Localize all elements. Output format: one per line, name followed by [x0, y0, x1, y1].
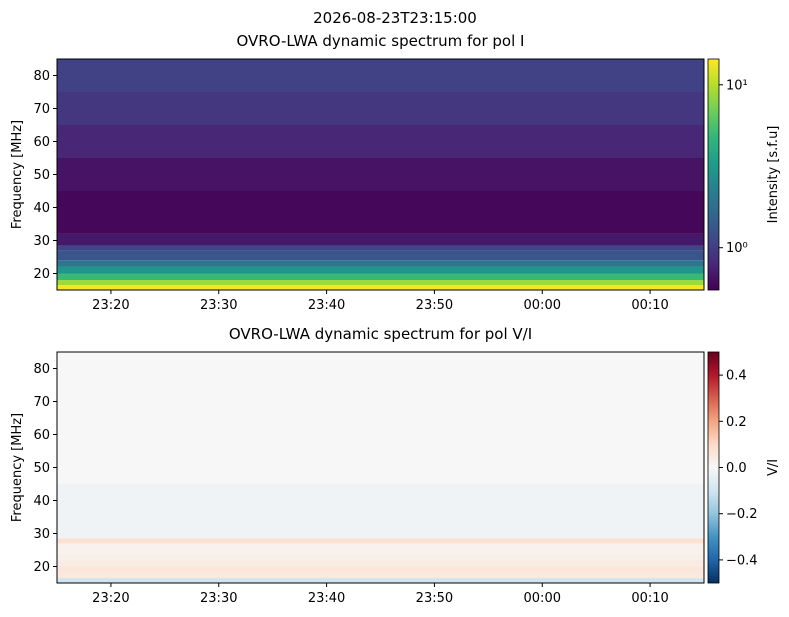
colorbar-tick-label: −0.4 — [726, 553, 758, 568]
heatmap-cell — [57, 233, 704, 246]
y-tick-label: 30 — [33, 527, 50, 542]
colorbar-tick-label: 0.2 — [726, 415, 747, 430]
y-tick-label: 40 — [33, 201, 50, 216]
heatmap-cell — [57, 158, 704, 191]
x-tick-label: 23:40 — [308, 591, 345, 606]
colorbar-label: Intensity [s.f.u] — [766, 126, 781, 224]
heatmap-cell — [57, 125, 704, 158]
y-axis-label: Frequency [MHz] — [10, 413, 25, 522]
figure-title: 2026-08-23T23:15:00 — [313, 9, 477, 27]
x-tick-label: 23:20 — [92, 591, 129, 606]
heatmap-cell — [57, 526, 704, 539]
y-tick-label: 20 — [33, 560, 50, 575]
x-tick-label: 23:30 — [200, 591, 237, 606]
y-tick-label: 50 — [33, 461, 50, 476]
x-tick-label: 23:50 — [416, 298, 453, 313]
x-tick-label: 00:00 — [524, 298, 561, 313]
y-tick-label: 40 — [33, 494, 50, 509]
y-tick-label: 20 — [33, 267, 50, 282]
heatmap-cell — [57, 250, 704, 261]
heatmap-cell — [57, 266, 704, 274]
x-tick-label: 23:20 — [92, 298, 129, 313]
colorbar-tick-label: −0.2 — [726, 507, 758, 522]
heatmap-cell — [57, 559, 704, 567]
heatmap-cell — [57, 260, 704, 267]
heatmap-cell — [57, 191, 704, 234]
colorbar-tick-label: 0.0 — [726, 461, 747, 476]
x-tick-label: 23:40 — [308, 298, 345, 313]
heatmap-cell — [57, 59, 704, 92]
heatmap-cell — [57, 418, 704, 451]
heatmap-cell — [57, 451, 704, 484]
y-axis-label: Frequency [MHz] — [10, 120, 25, 229]
y-tick-label: 70 — [33, 395, 50, 410]
y-tick-label: 80 — [33, 362, 50, 377]
heatmap-cell — [57, 285, 704, 290]
y-tick-label: 60 — [33, 428, 50, 443]
colorbar-label: V/I — [766, 459, 781, 476]
y-tick-label: 80 — [33, 69, 50, 84]
heatmap-cell — [57, 273, 704, 281]
y-tick-label: 50 — [33, 168, 50, 183]
heatmap-cell — [57, 538, 704, 544]
heatmap-cell — [57, 352, 704, 385]
heatmap-cell — [57, 92, 704, 125]
colorbar-tick-label: 10⁰ — [726, 241, 748, 256]
y-tick-label: 60 — [33, 135, 50, 150]
heatmap-cell — [57, 484, 704, 527]
heatmap-cell — [57, 578, 704, 583]
heatmap-cell — [57, 573, 704, 579]
chart-title: OVRO-LWA dynamic spectrum for pol I — [237, 32, 525, 50]
y-tick-label: 70 — [33, 102, 50, 117]
heatmap-cell — [57, 245, 704, 251]
heatmap-cell — [57, 553, 704, 560]
heatmap-cell — [57, 280, 704, 286]
x-tick-label: 23:50 — [416, 591, 453, 606]
colorbar-tick-label: 0.4 — [726, 369, 747, 384]
x-tick-label: 00:00 — [524, 591, 561, 606]
x-tick-label: 00:10 — [631, 298, 668, 313]
heatmap-cell — [57, 543, 704, 554]
colorbar — [707, 351, 720, 584]
colorbar — [707, 58, 720, 291]
x-tick-label: 00:10 — [631, 591, 668, 606]
y-tick-label: 30 — [33, 234, 50, 249]
heatmap-cell — [57, 385, 704, 418]
x-tick-label: 23:30 — [200, 298, 237, 313]
colorbar-tick-label: 10¹ — [726, 78, 748, 93]
chart-title: OVRO-LWA dynamic spectrum for pol V/I — [229, 325, 532, 343]
heatmap-cell — [57, 566, 704, 574]
